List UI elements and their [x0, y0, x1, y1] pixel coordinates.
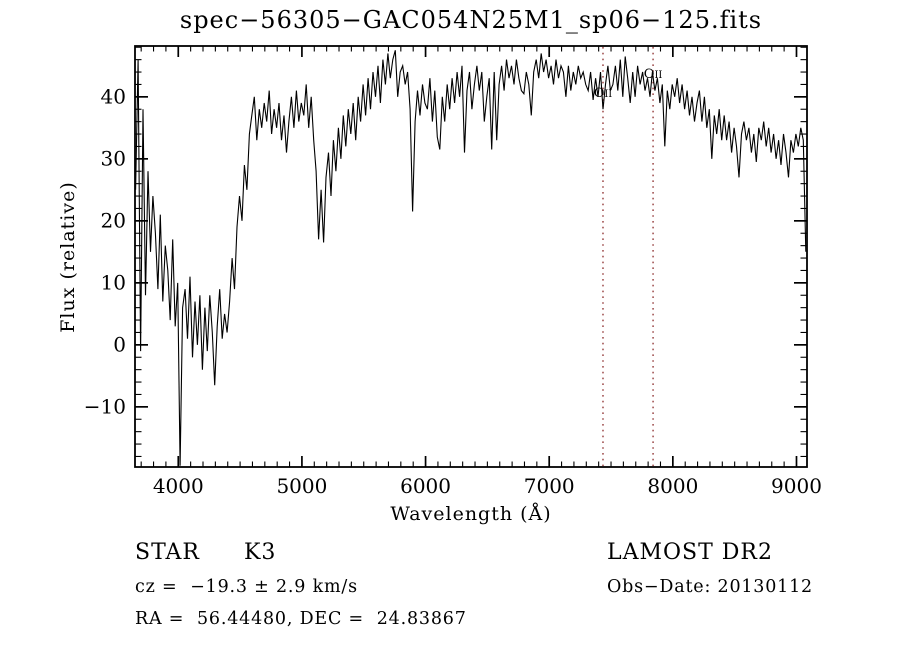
svg-text:0: 0: [113, 332, 126, 356]
svg-text:8000: 8000: [647, 474, 698, 498]
obs-date-line: Obs−Date: 20130112: [607, 577, 813, 597]
svg-text:4000: 4000: [153, 474, 204, 498]
plot-title: spec−56305−GAC054N25M1_sp06−125.fits: [179, 6, 763, 34]
marked-line-label: OII: [644, 67, 663, 82]
ra-dec-line: RA = 56.44480, DEC = 24.83867: [135, 609, 467, 629]
svg-text:6000: 6000: [400, 474, 451, 498]
svg-text:7000: 7000: [524, 474, 575, 498]
axis-ticks: [135, 46, 807, 467]
svg-text:40: 40: [101, 84, 126, 108]
marked-line-label: OII: [594, 86, 613, 101]
svg-text:10: 10: [101, 270, 126, 294]
object-subclass: K3: [244, 540, 277, 565]
svg-text:9000: 9000: [771, 474, 822, 498]
svg-text:−10: −10: [84, 394, 126, 418]
svg-text:30: 30: [101, 146, 126, 170]
svg-text:5000: 5000: [276, 474, 327, 498]
plot-frame: [134, 45, 808, 468]
classification-line: STAR K3: [135, 540, 276, 565]
tick-labels: 4000 5000 6000 7000 8000 9000 −10 0 10 20 30 40: [84, 84, 822, 498]
survey-release-label: LAMOST DR2: [607, 540, 773, 565]
x-axis-label: Wavelength (Å): [390, 503, 552, 525]
svg-text:20: 20: [101, 208, 126, 232]
spectrum-line: [135, 50, 807, 466]
radial-velocity-line: cz = −19.3 ± 2.9 km/s: [135, 577, 358, 597]
object-class: STAR: [135, 540, 200, 565]
